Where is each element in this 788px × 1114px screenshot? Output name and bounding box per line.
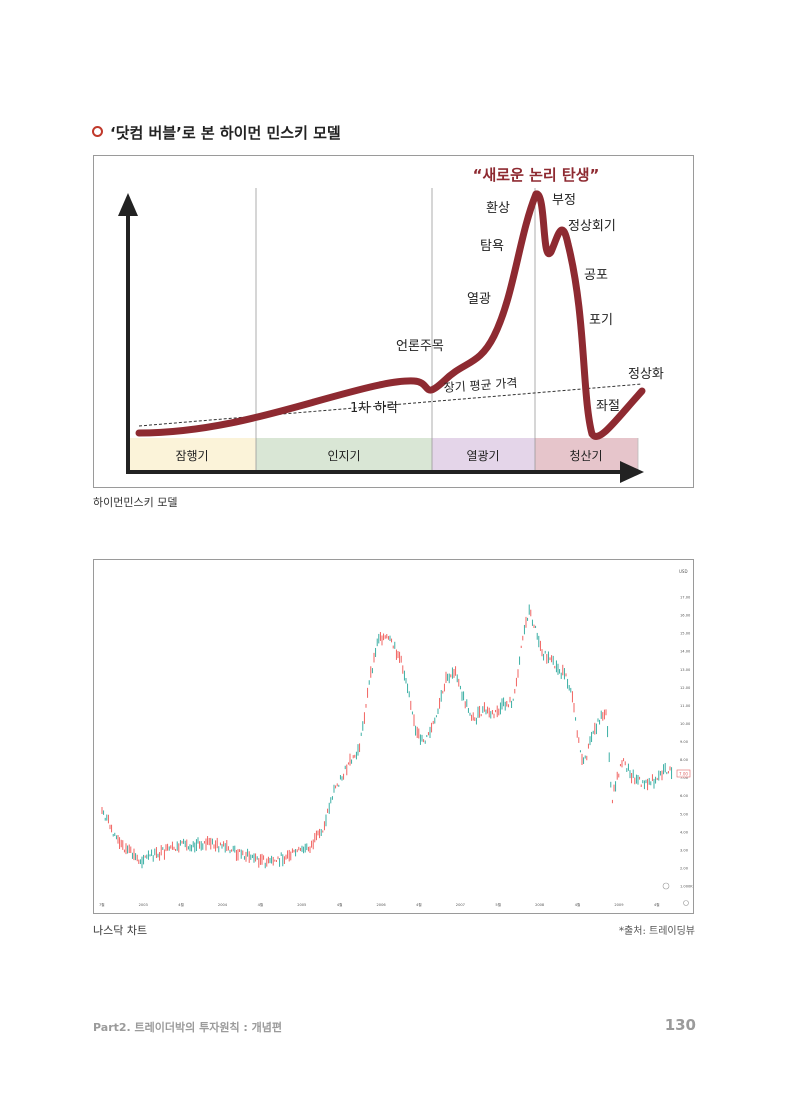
x-tick-label: 2006 [377,903,387,907]
y-tick-label: 17.00 [680,596,691,600]
y-tick-label: 11.00 [680,704,691,708]
candles-group [101,604,673,869]
footer-title: Part2. 트레이더박의 투자원칙 : 개념편 [93,1021,282,1034]
phase-label-2: 인지기 [327,449,360,463]
x-axis-arrow-icon [620,461,644,483]
x-tick-label: 2007 [456,903,465,907]
y-tick-label: 8.00 [680,758,689,762]
y-tick-label: 6.00 [680,794,689,798]
nasdaq-chart-svg: USD 17.0016.0015.0014.0013.0012.0011.001… [99,569,693,907]
chart-settings-icon[interactable] [683,900,689,906]
y-tick-label: 7.00 [680,776,689,780]
x-tick-label: 4월 [416,902,422,907]
y-tick-label: 12.00 [680,686,691,690]
y-tick-label: 4.00 [680,830,689,834]
x-tick-label: 2008 [535,903,545,907]
label-jeongsanghwa: 정상화 [628,367,664,382]
settings-gear-icon[interactable] [662,882,670,890]
long-term-average-line [138,383,643,427]
x-tick-label: 2003 [139,903,148,907]
phase-label-1: 잠행기 [175,448,208,463]
y-tick-label: 5.00 [680,812,689,816]
label-jeongsanghoegi: 정상회기 [568,219,616,234]
label-haraak: 1차 하락 [350,401,398,416]
x-tick-label: 4월 [178,902,184,907]
nasdaq-chart-figure: USD 17.00 16.00 15.00 14.00 13.00 12.00 11.00 1… [93,559,694,914]
x-tick-label: 4월 [258,902,264,907]
x-tick-label: 2004 [218,903,228,907]
label-bujeong: 부정 [552,193,576,208]
label-hwansang: 환상 [486,201,510,216]
figure1-caption: 하이먼민스키 모델 [93,496,178,509]
x-axis-ticks: 7월 2003 4월 2004 4월 2005 4월 2006 4월 2007 5월 2008 4월 20… [99,902,660,907]
x-tick-label: 7월 [99,902,105,907]
x-tick-label: 4월 [575,902,581,907]
y-axis-arrow-icon [118,193,138,216]
label-eollon: 언론주목 [396,339,444,354]
x-tick-label: 5월 [495,902,501,907]
minsky-model-figure: 잠행기 인지기 열광기 청산기 “새로운 논리 탄생” 환상 부정 정상회기 탐… [93,155,694,488]
y-tick-label: 3.00 [680,848,689,852]
y-axis-ticks: 17.00 16.00 15.00 14.00 13.00 12.00 11.00 10.00… [680,596,693,889]
section-heading-text: ‘닷컴 버블’로 본 하이먼 민스키 모델 [110,124,341,142]
page-number: 130 [664,1016,696,1034]
x-tick-label: 4월 [654,902,660,907]
x-tick-label: 2009 [614,903,624,907]
phase-label-3: 열광기 [466,449,499,463]
y-tick-label: 10.00 [680,722,691,726]
label-tamyok: 탐욕 [480,239,504,254]
y-tick-label: 1.000K [680,885,693,889]
currency-label: USD [679,569,688,574]
y-tick-label: 2.00 [680,866,689,870]
phase-band-1 [129,438,256,472]
bullet-icon [92,126,103,137]
y-tick-label: 9.00 [680,740,689,744]
label-gongpo: 공포 [584,268,608,283]
phase-label-4: 청산기 [569,449,602,463]
label-pogi: 포기 [589,313,613,328]
y-tick-label: 16.00 [680,614,691,618]
last-price-badge [676,769,691,778]
label-jwajeol: 좌절 [596,399,620,414]
figure2-caption: 나스닥 차트 [93,924,148,937]
source-note: *출처: 트레이딩뷰 [619,926,695,937]
minsky-model-svg: 잠행기 인지기 열광기 청산기 “새로운 논리 탄생” 환상 부정 정상회기 탐… [118,166,664,483]
y-tick-label: 13.00 [680,668,691,672]
section-heading: ‘닷컴 버블’로 본 하이먼 민스키 모델 [92,122,341,143]
x-tick-label: 2005 [297,903,306,907]
headline-label: “새로운 논리 탄생” [473,166,600,184]
y-tick-label: 15.00 [680,632,691,636]
phase-band-3 [432,438,535,472]
price-curve [135,190,646,440]
y-tick-label: 14.00 [680,650,691,654]
x-tick-label: 4월 [337,902,343,907]
label-avg: 장기 평균 가격 [443,376,518,395]
phase-band-2 [256,438,432,472]
label-yeolgwang: 열광 [467,292,491,307]
last-price-label: 7.00 [679,772,688,777]
